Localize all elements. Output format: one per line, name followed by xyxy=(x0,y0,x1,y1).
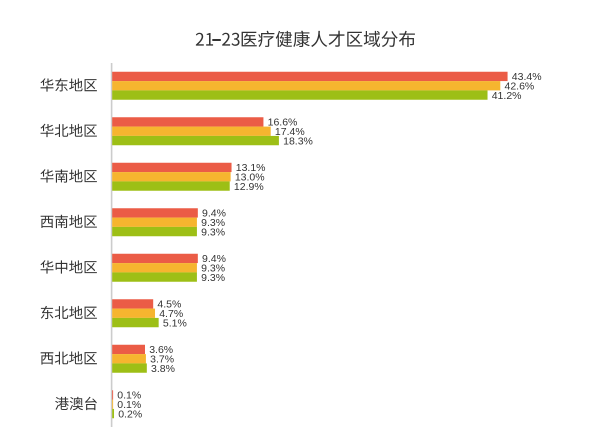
svg-text:9.3%: 9.3% xyxy=(201,272,225,284)
svg-text:3.8%: 3.8% xyxy=(151,363,175,375)
svg-text:9.4%: 9.4% xyxy=(202,208,226,220)
svg-text:12.9%: 12.9% xyxy=(234,181,264,193)
svg-text:43.4%: 43.4% xyxy=(512,71,542,83)
svg-text:5.1%: 5.1% xyxy=(163,317,187,329)
svg-text:18.3%: 18.3% xyxy=(283,135,313,147)
svg-text:16.6%: 16.6% xyxy=(268,117,298,129)
svg-text:4.5%: 4.5% xyxy=(157,299,181,311)
svg-text:0.1%: 0.1% xyxy=(117,390,141,402)
svg-text:41.2%: 41.2% xyxy=(492,90,522,102)
svg-text:42.6%: 42.6% xyxy=(504,81,534,93)
svg-text:3.6%: 3.6% xyxy=(149,344,173,356)
svg-text:3.7%: 3.7% xyxy=(150,354,174,366)
svg-text:13.1%: 13.1% xyxy=(236,162,266,174)
svg-text:0.1%: 0.1% xyxy=(117,399,141,411)
svg-text:4.7%: 4.7% xyxy=(159,308,183,320)
svg-text:0.2%: 0.2% xyxy=(118,408,142,420)
svg-text:9.3%: 9.3% xyxy=(201,263,225,275)
svg-text:9.4%: 9.4% xyxy=(202,253,226,265)
svg-text:9.3%: 9.3% xyxy=(201,226,225,238)
svg-text:9.3%: 9.3% xyxy=(201,217,225,229)
svg-text:13.0%: 13.0% xyxy=(235,172,265,184)
svg-text:17.4%: 17.4% xyxy=(275,126,305,138)
